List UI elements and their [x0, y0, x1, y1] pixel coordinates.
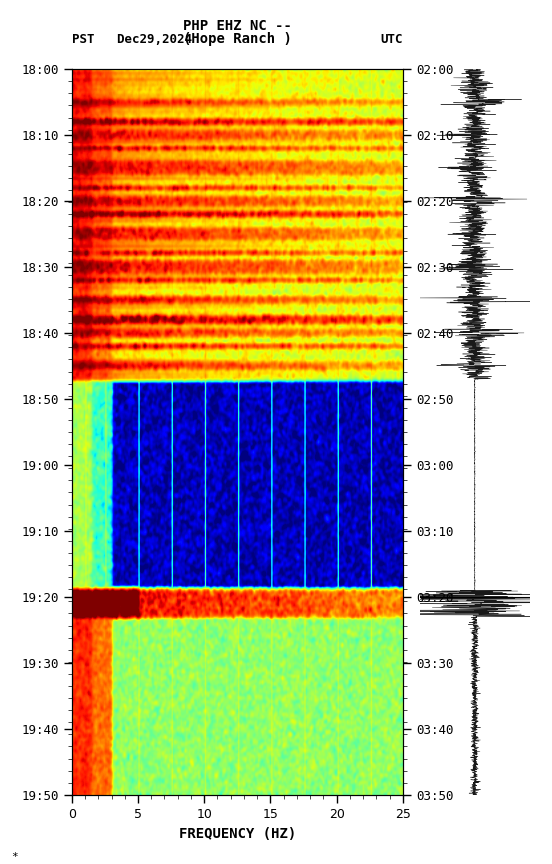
Text: PST   Dec29,2024: PST Dec29,2024 [72, 33, 192, 46]
X-axis label: FREQUENCY (HZ): FREQUENCY (HZ) [179, 827, 296, 841]
Text: UTC: UTC [380, 33, 403, 46]
Text: *: * [11, 852, 18, 861]
Text: (Hope Ranch ): (Hope Ranch ) [183, 32, 292, 46]
Text: PHP EHZ NC --: PHP EHZ NC -- [183, 19, 292, 33]
